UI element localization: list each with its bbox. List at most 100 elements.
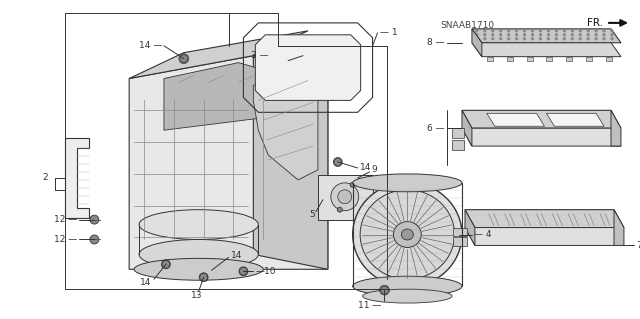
Ellipse shape	[492, 38, 494, 40]
Ellipse shape	[500, 30, 502, 32]
Ellipse shape	[603, 38, 605, 40]
Ellipse shape	[180, 55, 188, 63]
Text: FR.: FR.	[587, 18, 603, 28]
Text: 9: 9	[372, 166, 378, 174]
Bar	[453, 237, 467, 247]
Polygon shape	[487, 113, 545, 126]
Ellipse shape	[337, 207, 342, 212]
Text: — 1: — 1	[380, 28, 397, 37]
Text: 3 —: 3 —	[251, 51, 268, 60]
Ellipse shape	[476, 38, 478, 40]
Ellipse shape	[484, 33, 486, 36]
Polygon shape	[547, 113, 604, 126]
Ellipse shape	[162, 260, 170, 268]
Ellipse shape	[360, 190, 454, 279]
Ellipse shape	[394, 222, 421, 248]
Ellipse shape	[571, 30, 573, 32]
Ellipse shape	[571, 33, 573, 36]
Text: 11 —: 11 —	[358, 300, 381, 309]
Bar	[452, 128, 464, 138]
Text: 14: 14	[230, 251, 242, 260]
Ellipse shape	[353, 276, 462, 296]
Ellipse shape	[363, 289, 452, 303]
Text: 2: 2	[43, 174, 49, 182]
Bar	[527, 57, 532, 61]
Ellipse shape	[476, 33, 478, 36]
Ellipse shape	[524, 38, 526, 40]
Polygon shape	[472, 29, 482, 57]
Ellipse shape	[515, 30, 518, 32]
Ellipse shape	[563, 38, 566, 40]
Ellipse shape	[524, 30, 526, 32]
Polygon shape	[129, 31, 308, 78]
Ellipse shape	[381, 286, 388, 294]
Ellipse shape	[334, 158, 342, 166]
Ellipse shape	[500, 33, 502, 36]
Bar	[487, 57, 493, 61]
Ellipse shape	[338, 190, 352, 204]
Ellipse shape	[239, 267, 248, 275]
Polygon shape	[472, 43, 621, 57]
Text: 7: 7	[636, 241, 640, 250]
Text: —10: —10	[255, 267, 276, 276]
Polygon shape	[465, 210, 475, 245]
Ellipse shape	[331, 183, 358, 211]
Ellipse shape	[515, 33, 518, 36]
Ellipse shape	[540, 38, 541, 40]
Bar	[452, 140, 464, 150]
Ellipse shape	[484, 38, 486, 40]
Ellipse shape	[611, 33, 613, 36]
Ellipse shape	[492, 30, 494, 32]
Polygon shape	[462, 110, 472, 146]
Ellipse shape	[139, 240, 259, 269]
Ellipse shape	[555, 33, 557, 36]
Text: 14 —: 14 —	[139, 41, 162, 50]
Ellipse shape	[492, 33, 494, 36]
Polygon shape	[611, 110, 621, 146]
Polygon shape	[164, 63, 283, 130]
Text: 8 —: 8 —	[428, 38, 445, 47]
Ellipse shape	[540, 33, 541, 36]
Ellipse shape	[595, 38, 597, 40]
Ellipse shape	[555, 38, 557, 40]
Ellipse shape	[579, 33, 581, 36]
Ellipse shape	[508, 33, 510, 36]
Ellipse shape	[350, 182, 355, 187]
Ellipse shape	[500, 38, 502, 40]
Ellipse shape	[587, 30, 589, 32]
Bar	[318, 175, 372, 219]
Bar	[606, 57, 612, 61]
Text: 6 —: 6 —	[428, 124, 445, 133]
Ellipse shape	[134, 258, 263, 280]
Bar	[507, 57, 513, 61]
Polygon shape	[465, 227, 624, 245]
Bar	[547, 57, 552, 61]
Text: 14: 14	[360, 163, 371, 173]
Ellipse shape	[90, 235, 99, 244]
Ellipse shape	[476, 30, 478, 32]
Polygon shape	[65, 138, 90, 218]
Ellipse shape	[579, 38, 581, 40]
Ellipse shape	[524, 33, 526, 36]
Ellipse shape	[508, 38, 510, 40]
Ellipse shape	[531, 33, 534, 36]
Polygon shape	[255, 35, 361, 100]
Ellipse shape	[484, 30, 486, 32]
Bar	[453, 227, 467, 236]
Text: SNAAB1710: SNAAB1710	[440, 21, 495, 30]
Ellipse shape	[603, 33, 605, 36]
Ellipse shape	[571, 38, 573, 40]
Ellipse shape	[531, 38, 534, 40]
Ellipse shape	[611, 38, 613, 40]
Ellipse shape	[515, 38, 518, 40]
Text: 5: 5	[309, 210, 315, 219]
Ellipse shape	[595, 33, 597, 36]
Ellipse shape	[540, 30, 541, 32]
Polygon shape	[253, 70, 318, 180]
Ellipse shape	[353, 182, 462, 287]
Text: — 4: — 4	[474, 230, 492, 239]
Ellipse shape	[563, 33, 566, 36]
Text: 12 —: 12 —	[54, 215, 77, 224]
Text: 12 —: 12 —	[54, 235, 77, 244]
Ellipse shape	[353, 174, 462, 192]
